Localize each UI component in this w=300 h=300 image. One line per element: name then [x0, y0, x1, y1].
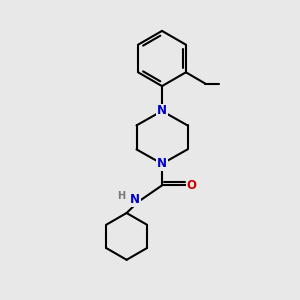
Text: N: N	[130, 193, 140, 206]
Text: O: O	[186, 179, 197, 192]
Text: N: N	[157, 104, 167, 118]
Text: H: H	[117, 191, 126, 202]
Text: N: N	[157, 157, 167, 170]
